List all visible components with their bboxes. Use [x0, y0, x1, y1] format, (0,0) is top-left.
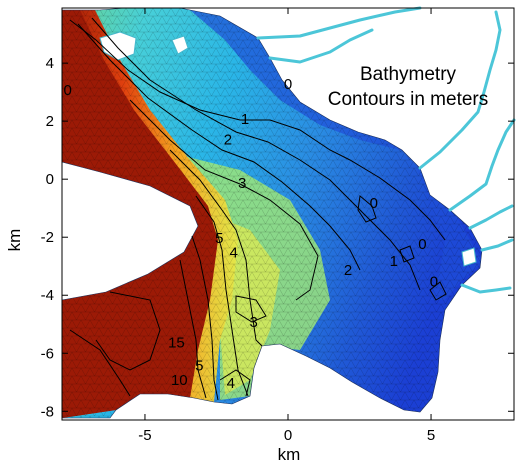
island	[171, 35, 189, 55]
contour-label: 10	[171, 372, 188, 389]
island	[99, 31, 137, 61]
x-axis-label: km	[278, 445, 301, 464]
contour-label: 0	[430, 274, 438, 291]
contour-label: 4	[229, 245, 237, 262]
contour-lines	[69, 17, 447, 401]
island	[461, 247, 477, 267]
y-axis-ticks: 420-2-4-6-8	[41, 55, 514, 420]
y-tick-label: -4	[41, 287, 54, 304]
contour-label: 2	[344, 262, 352, 279]
contour-label: 2	[224, 131, 232, 148]
chart-title: Bathymetry	[360, 64, 457, 85]
y-tick-label: 4	[46, 55, 54, 72]
contour-label: 0	[370, 195, 378, 212]
contour-label: 1	[241, 111, 249, 128]
y-tick-label: -8	[41, 403, 54, 420]
x-tick-label: 5	[427, 427, 435, 444]
contour-label: 0	[64, 82, 72, 99]
x-tick-label: 0	[284, 427, 292, 444]
contour-label: 1	[390, 253, 398, 270]
contour-label: 5	[215, 230, 223, 247]
contour-label: 5	[195, 358, 203, 375]
contour-label: 3	[238, 175, 246, 192]
x-axis-ticks: -5 0 5	[138, 8, 435, 444]
chart-subtitle: Contours in meters	[328, 89, 489, 110]
land-mass	[62, 162, 198, 300]
y-axis-label: km	[5, 229, 24, 252]
y-tick-label: 0	[46, 171, 54, 188]
contour-label: 0	[284, 76, 292, 93]
river-channels	[256, 6, 516, 294]
contour-label: 0	[418, 236, 426, 253]
contour-label: 3	[249, 314, 257, 331]
x-tick-label: -5	[138, 427, 151, 444]
y-tick-label: -6	[41, 345, 54, 362]
contour-label: 15	[168, 334, 185, 351]
contour-label: 4	[227, 375, 235, 392]
y-tick-label: 2	[46, 113, 54, 130]
y-tick-label: -2	[41, 229, 54, 246]
